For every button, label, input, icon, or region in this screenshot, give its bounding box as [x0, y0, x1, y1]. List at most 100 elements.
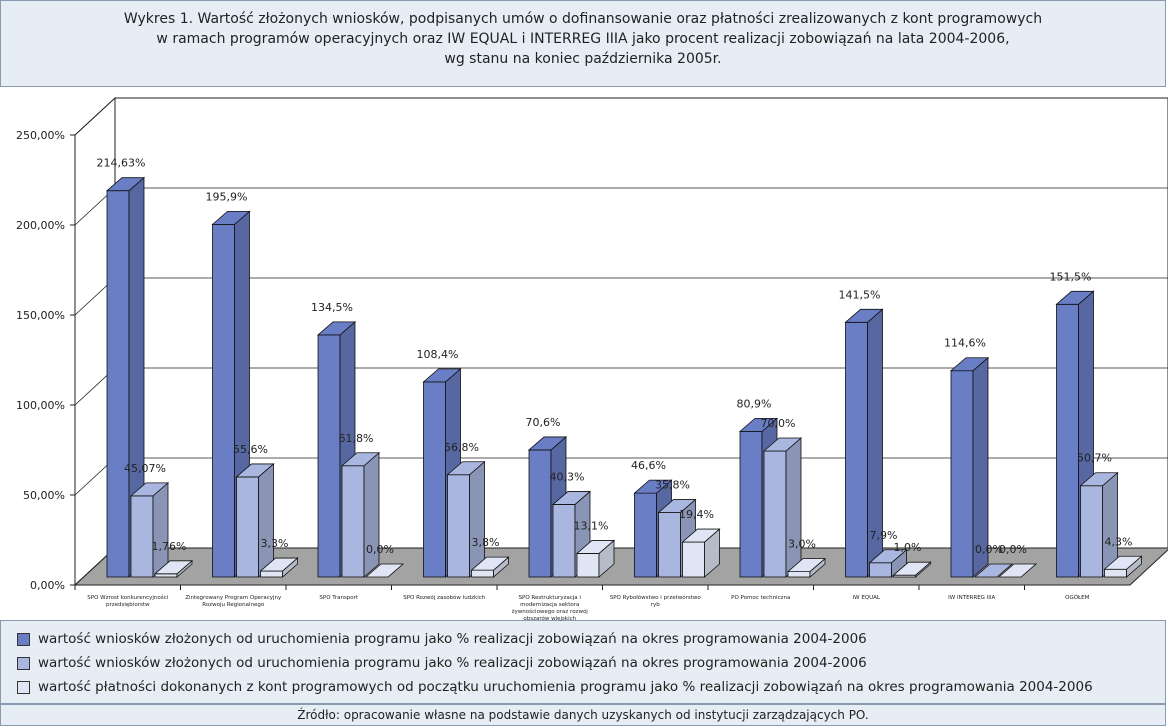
bar-top: [340, 452, 381, 467]
bar-top: [316, 321, 357, 336]
bar-top: [1103, 555, 1143, 570]
value-label: 40,3%: [550, 470, 585, 483]
x-tick-label: SPO Rybołówstwo i przetwórstwo ryb: [609, 595, 701, 608]
y-tick-label: 0,00%: [30, 579, 65, 592]
bar-top: [575, 540, 616, 554]
x-tick-label: Zintegrowany Program Operacyjny Rozwoju …: [185, 595, 282, 608]
bar-front: [763, 450, 787, 578]
bar-front: [423, 381, 446, 578]
bar-top: [762, 437, 803, 452]
bar: [129, 481, 170, 578]
bar-top: [551, 491, 592, 505]
legend-item: wartość wniosków złożonych od uruchomien…: [1, 627, 1165, 651]
bar-front: [528, 449, 552, 578]
bar: [997, 563, 1038, 578]
title-line: Wykres 1. Wartość złożonych wniosków, po…: [123, 11, 1043, 27]
bar-top: [738, 417, 779, 432]
legend: wartość wniosków złożonych od uruchomien…: [0, 620, 1166, 704]
bar: [973, 563, 1014, 578]
y-tick-label: 150,00%: [16, 309, 65, 322]
bar-top: [211, 210, 251, 225]
bar: [340, 451, 381, 578]
bar-top: [657, 499, 697, 513]
value-label: 50,7%: [1077, 452, 1112, 465]
value-label: 0,0%: [999, 543, 1027, 556]
legend-swatch: [17, 632, 30, 646]
bar-top: [1079, 472, 1119, 487]
legend-item: wartość wniosków złożonych od uruchomien…: [1, 651, 1165, 675]
bar-side-shade: [599, 540, 614, 577]
bar-front: [787, 571, 811, 578]
value-label: 3,0%: [788, 538, 816, 551]
x-tick-label: IW INTERREG IIIA: [948, 595, 996, 601]
legend-label: wartość wniosków złożonych od uruchomien…: [38, 631, 867, 647]
legend-swatch: [17, 656, 30, 670]
value-label: 214,63%: [97, 157, 146, 170]
bar-side-shade: [364, 452, 379, 577]
bar-top: [527, 436, 568, 451]
y-tick-label: 100,00%: [16, 399, 65, 412]
x-tick-label: SPO Rozwój zasobów ludzkich: [403, 595, 486, 601]
value-label: 134,5%: [311, 301, 353, 314]
bar-top: [105, 177, 146, 192]
bar-front: [950, 370, 974, 578]
bar-top: [949, 357, 990, 372]
bar-front: [130, 495, 154, 578]
bar-front: [106, 190, 130, 578]
value-label: 108,4%: [417, 348, 459, 361]
bar-front: [1056, 303, 1079, 578]
value-label: 46,6%: [631, 459, 666, 472]
bar-top: [259, 557, 299, 572]
value-label: 195,9%: [206, 190, 248, 203]
value-label: 1,76%: [152, 540, 187, 553]
bar: [470, 556, 510, 578]
legend-label: wartość wniosków złożonych od uruchomien…: [38, 655, 867, 671]
bar-front: [260, 570, 283, 578]
x-tick-label: OGÓŁEM: [1065, 595, 1090, 601]
legend-item: wartość płatności dokonanych z kont prog…: [1, 675, 1165, 699]
legend-swatch: [17, 680, 30, 694]
value-label: 0,0%: [366, 543, 394, 556]
bar-side-shade: [1126, 556, 1142, 577]
bar-front: [658, 512, 681, 578]
bar-front: [154, 573, 178, 578]
bar-side-shade: [891, 549, 907, 577]
bar-top: [364, 563, 405, 578]
chart: 0,00% 50,00% 100,00% 150,00% 200,00% 250,00% 2…: [16, 96, 1168, 592]
title-line: wg stanu na koniec października 2005r.: [444, 51, 722, 67]
bar: [259, 557, 299, 578]
bar-top: [422, 368, 462, 383]
bar: [364, 563, 405, 578]
bar-top: [235, 463, 275, 478]
x-tick-label: SPO Wzrost konkurencyjności przedsiębior…: [87, 595, 169, 608]
bar-side-shade: [153, 482, 168, 577]
value-label: 151,5%: [1050, 270, 1092, 283]
bar: [762, 437, 803, 578]
value-label: 114,6%: [944, 337, 986, 350]
bar-top: [997, 563, 1038, 578]
value-label: 13,1%: [574, 519, 609, 532]
bar-front: [212, 223, 235, 578]
bar-side-shade: [973, 357, 988, 577]
bar-front: [576, 553, 600, 578]
bar: [235, 463, 275, 578]
value-label: 3,3%: [261, 537, 289, 550]
y-tick-label: 50,00%: [23, 489, 65, 502]
x-tick-label: PO Pomoc techniczna: [731, 595, 791, 601]
value-label: 61,8%: [339, 432, 374, 445]
bar: [1079, 471, 1119, 578]
value-label: 80,9%: [737, 397, 772, 410]
bar-front: [236, 476, 259, 578]
bar-side-shade: [282, 558, 298, 577]
bar-top: [681, 528, 721, 543]
value-label: 35,8%: [655, 479, 690, 492]
bar-top: [1055, 290, 1095, 305]
bar-front: [845, 321, 868, 578]
bar: [892, 561, 932, 578]
bar-side-shade: [469, 461, 485, 577]
value-label: 3,8%: [472, 536, 500, 549]
value-label: 141,5%: [839, 288, 881, 301]
bar-side-shade: [786, 438, 801, 577]
bar-side-shade: [493, 557, 509, 577]
